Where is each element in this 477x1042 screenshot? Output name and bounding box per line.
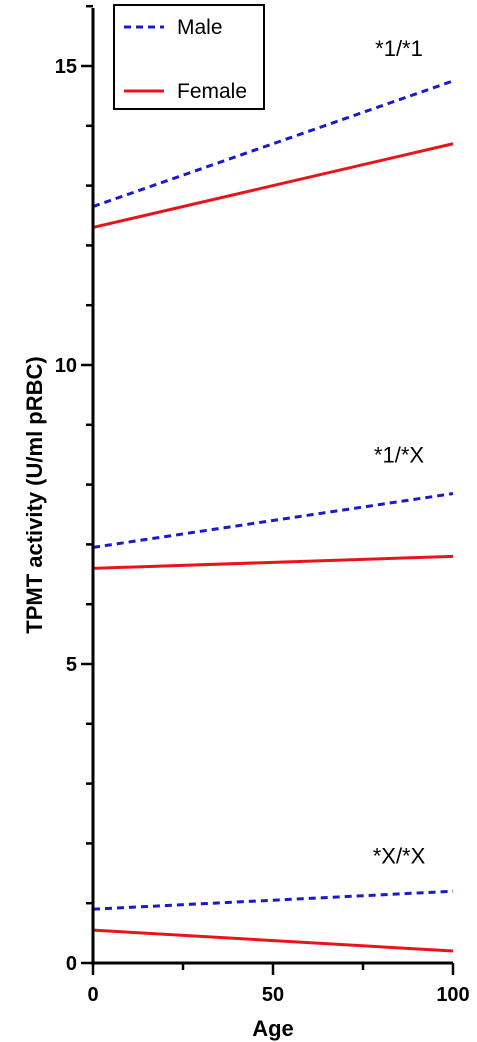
x-tick-label: 50 (262, 984, 284, 1006)
y-tick-label: 5 (66, 654, 77, 676)
series-line-1x-male (92, 492, 454, 549)
x-tick-label: 0 (87, 984, 98, 1006)
series-line-xx-female (92, 928, 454, 953)
genotype-label: *1/*1 (375, 36, 423, 61)
axes: 0 5 10 15 0 50 100 (55, 4, 470, 1006)
y-tick-label: 10 (55, 355, 77, 377)
series-line-11-male (92, 79, 454, 208)
series-line-1x-female (92, 554, 454, 570)
x-tick-label: 100 (436, 984, 469, 1006)
y-tick-label: 15 (55, 56, 77, 78)
series-line-11-female (92, 142, 454, 229)
plot-area (92, 79, 454, 953)
series-line-xx-male (92, 889, 454, 911)
x-axis-title: Age (252, 1016, 294, 1041)
genotype-label: *1/*X (374, 443, 424, 468)
annotations: *1/*1 *1/*X *X/*X (373, 36, 426, 868)
legend-label-female: Female (177, 80, 247, 103)
y-tick-label: 0 (66, 953, 77, 975)
y-axis-title: TPMT activity (U/ml pRBC) (22, 356, 47, 633)
genotype-label: *X/*X (373, 843, 426, 868)
legend-label-male: Male (177, 16, 223, 39)
legend: Male Female (113, 4, 265, 110)
